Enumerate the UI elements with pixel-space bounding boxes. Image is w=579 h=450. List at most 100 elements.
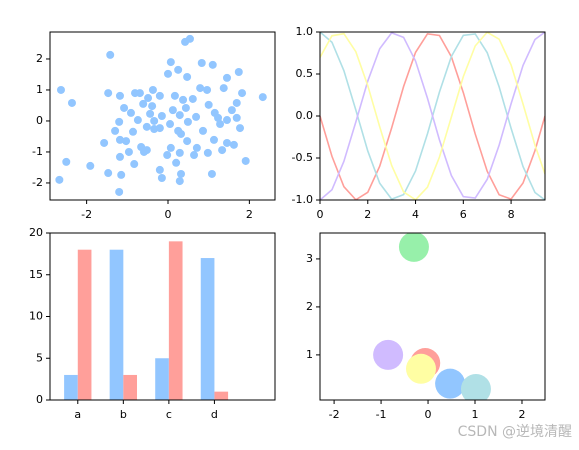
- x-tick-label: 2: [364, 208, 371, 221]
- point: [183, 137, 192, 146]
- axes-frame: [49, 232, 276, 401]
- point: [115, 187, 124, 196]
- x-tick-label: -2: [329, 408, 340, 421]
- point: [216, 120, 225, 129]
- point: [209, 135, 218, 144]
- point: [150, 125, 159, 134]
- y-tick-label: 1: [306, 348, 313, 361]
- point: [166, 120, 175, 129]
- x-tick-label: -2: [81, 208, 92, 221]
- point: [197, 58, 206, 67]
- line: [320, 32, 545, 200]
- point: [207, 169, 216, 178]
- point: [56, 85, 65, 94]
- y-tick-label: 3: [306, 252, 313, 265]
- y-tick-label: 15: [29, 268, 43, 281]
- point: [168, 106, 177, 115]
- point: [130, 160, 139, 169]
- bar: [168, 241, 183, 400]
- bubble: [405, 353, 436, 384]
- y-tick-label: -1: [32, 145, 43, 158]
- x-tick-label: 2: [518, 408, 525, 421]
- point: [100, 138, 109, 147]
- point: [155, 165, 164, 174]
- point: [157, 173, 166, 182]
- point: [115, 135, 124, 144]
- point: [227, 106, 236, 115]
- point: [190, 151, 199, 160]
- point: [115, 152, 124, 161]
- point: [222, 116, 231, 125]
- point: [208, 60, 217, 69]
- y-tick-label: 20: [29, 226, 43, 239]
- point: [62, 157, 71, 166]
- x-tick-label: 0: [317, 208, 324, 221]
- point: [219, 84, 228, 93]
- point: [175, 111, 184, 120]
- point: [192, 143, 201, 152]
- point: [170, 91, 179, 100]
- bar: [64, 374, 78, 400]
- x-tick-label: 8: [508, 208, 515, 221]
- point: [86, 161, 95, 170]
- axes-frame: [319, 232, 546, 401]
- point: [163, 151, 172, 160]
- point: [148, 102, 157, 111]
- point: [117, 170, 126, 179]
- bar: [200, 258, 215, 400]
- point: [183, 117, 192, 126]
- point: [67, 98, 76, 107]
- point: [163, 69, 172, 78]
- point: [129, 127, 138, 136]
- x-tick-label: 0: [425, 408, 432, 421]
- point: [150, 116, 159, 125]
- point: [222, 138, 231, 147]
- y-tick-label: 0.5: [296, 67, 314, 80]
- point: [238, 89, 247, 98]
- point: [124, 147, 133, 156]
- point: [139, 147, 148, 156]
- bar: [214, 391, 229, 400]
- point: [198, 126, 207, 135]
- point: [192, 112, 201, 121]
- line: [320, 32, 545, 200]
- point: [142, 122, 151, 131]
- x-tick-label: 0: [164, 208, 171, 221]
- point: [166, 143, 175, 152]
- point: [55, 175, 64, 184]
- point: [115, 117, 124, 126]
- point: [120, 103, 129, 112]
- point: [222, 73, 231, 82]
- point: [232, 98, 241, 107]
- x-tick-label: b: [120, 408, 127, 421]
- point: [177, 129, 186, 138]
- point: [204, 100, 213, 109]
- y-tick-label: 2: [36, 52, 43, 65]
- point: [139, 99, 148, 108]
- bar: [109, 249, 124, 400]
- point: [104, 169, 113, 178]
- y-tick-label: -1.0: [292, 193, 313, 206]
- bubble: [460, 373, 491, 400]
- point: [185, 34, 194, 43]
- bar: [155, 358, 169, 400]
- point: [175, 148, 184, 157]
- x-tick-label: 2: [246, 208, 253, 221]
- point: [236, 124, 245, 133]
- point: [157, 112, 166, 120]
- y-tick-label: 0: [36, 114, 43, 127]
- y-tick-label: 2: [306, 300, 313, 313]
- point: [181, 103, 190, 112]
- y-tick-label: 0.0: [296, 109, 314, 122]
- point: [174, 65, 183, 74]
- point: [218, 146, 227, 155]
- x-tick-label: -1: [376, 408, 387, 421]
- point: [115, 91, 124, 100]
- x-tick-label: c: [166, 408, 172, 421]
- point: [166, 58, 175, 67]
- watermark: CSDN @逆境清醒: [458, 424, 572, 440]
- y-tick-label: -2: [32, 176, 43, 189]
- bubble: [398, 233, 429, 262]
- bubble: [373, 339, 404, 370]
